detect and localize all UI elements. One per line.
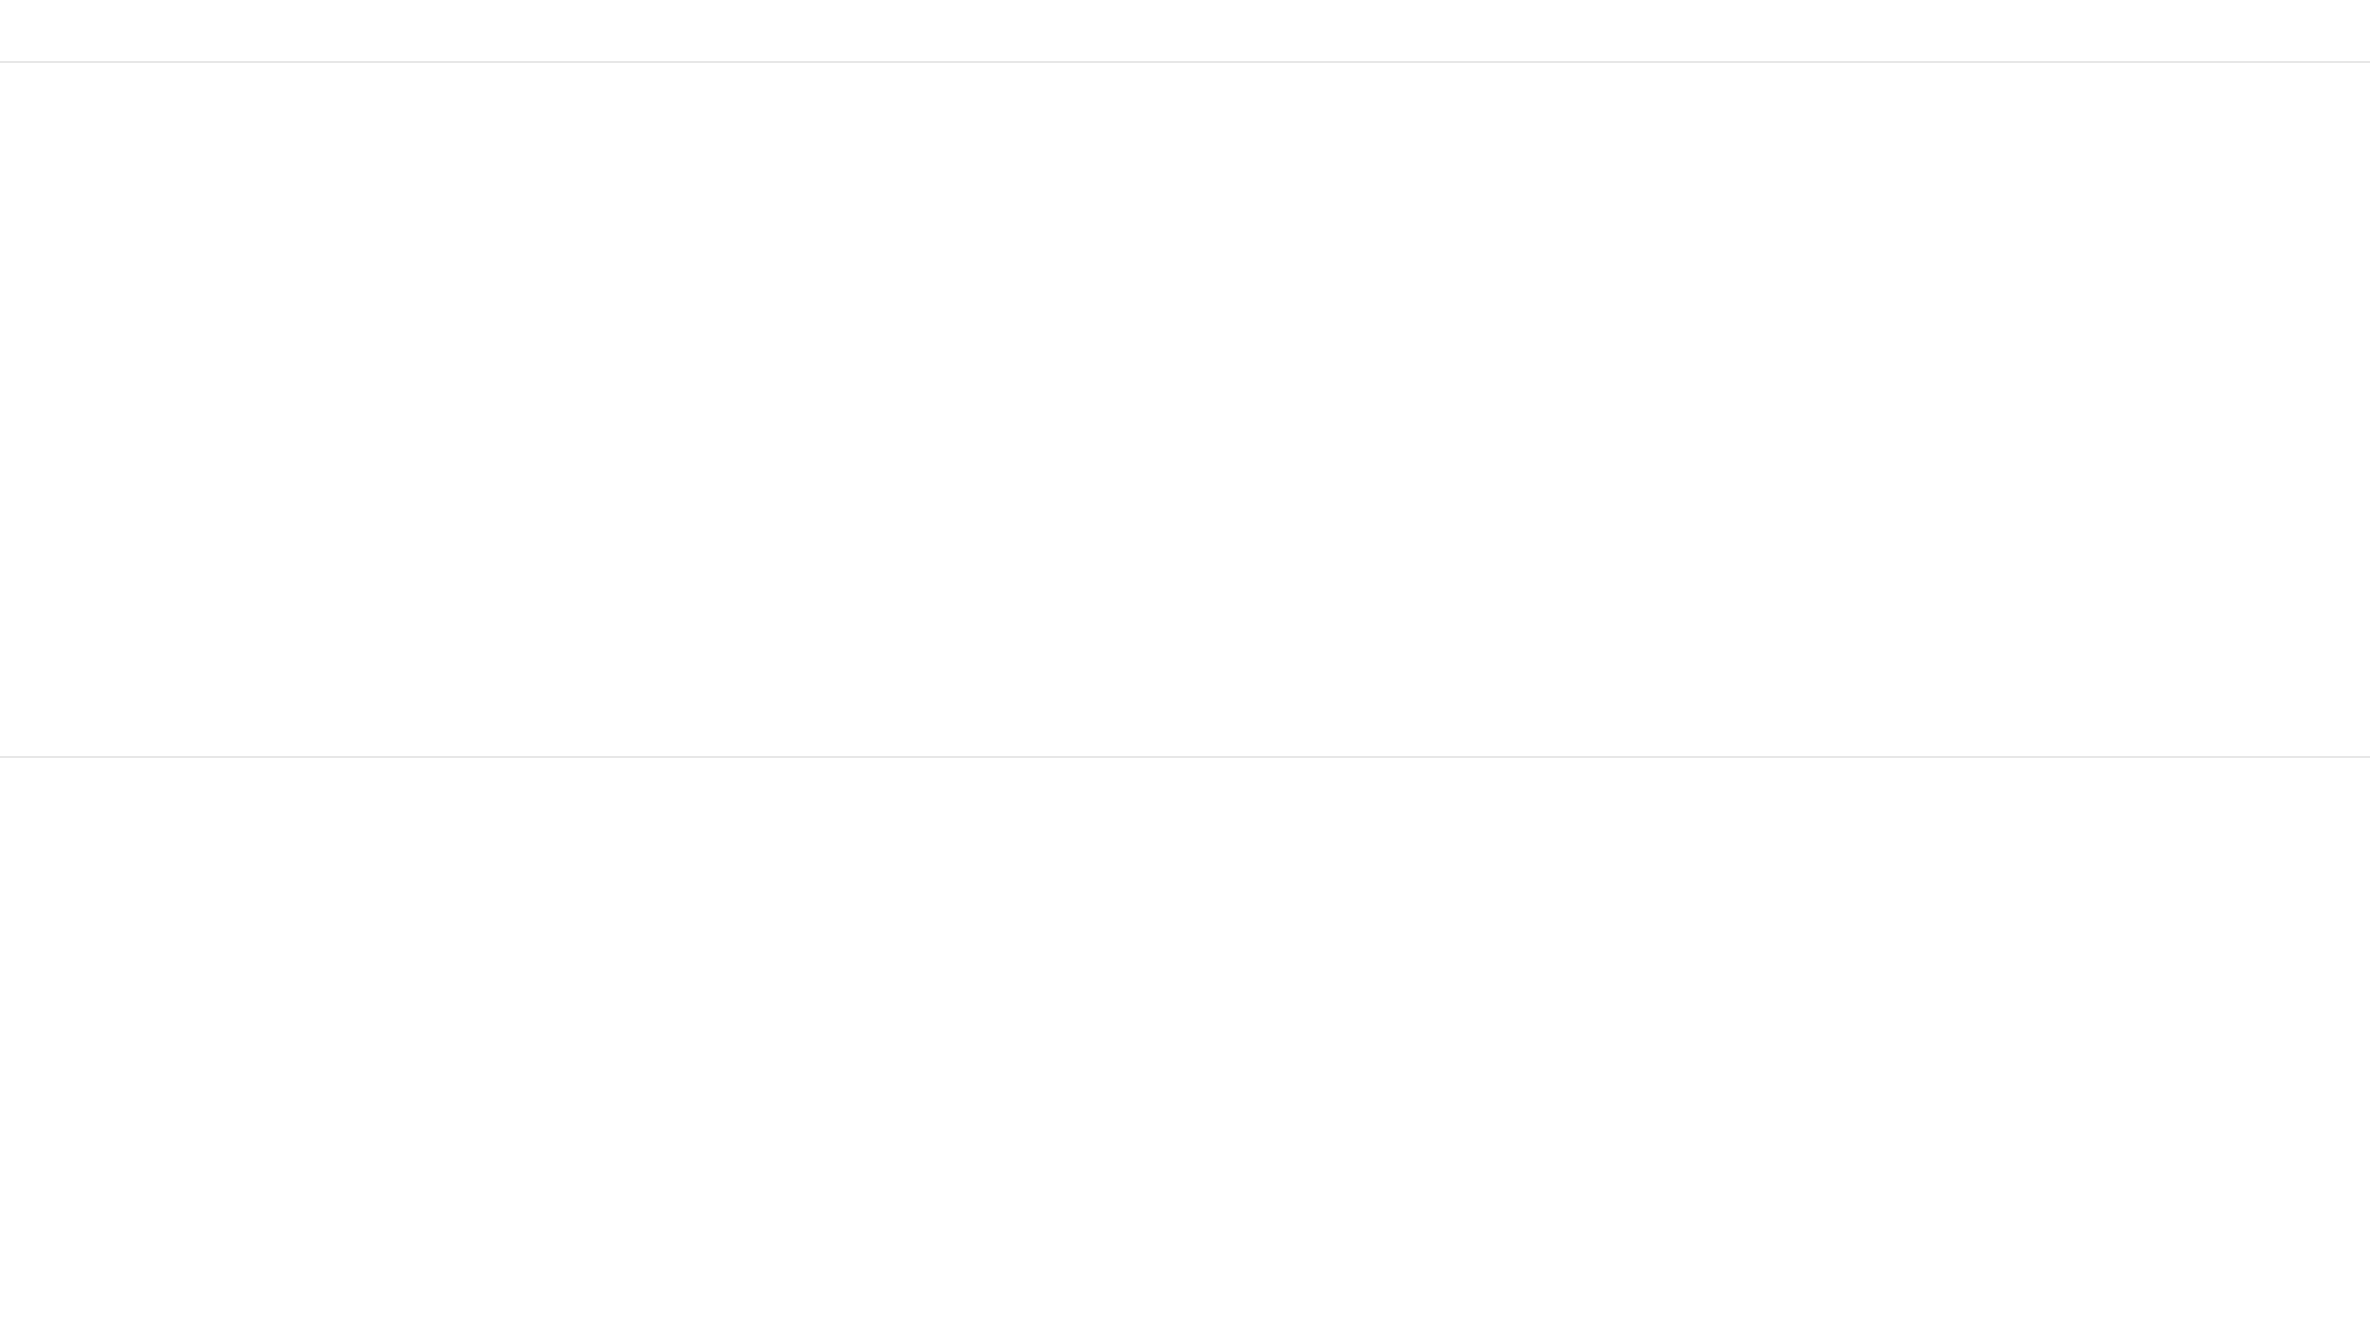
panel2-header [0,695,2370,758]
panel1-header [0,0,2370,63]
